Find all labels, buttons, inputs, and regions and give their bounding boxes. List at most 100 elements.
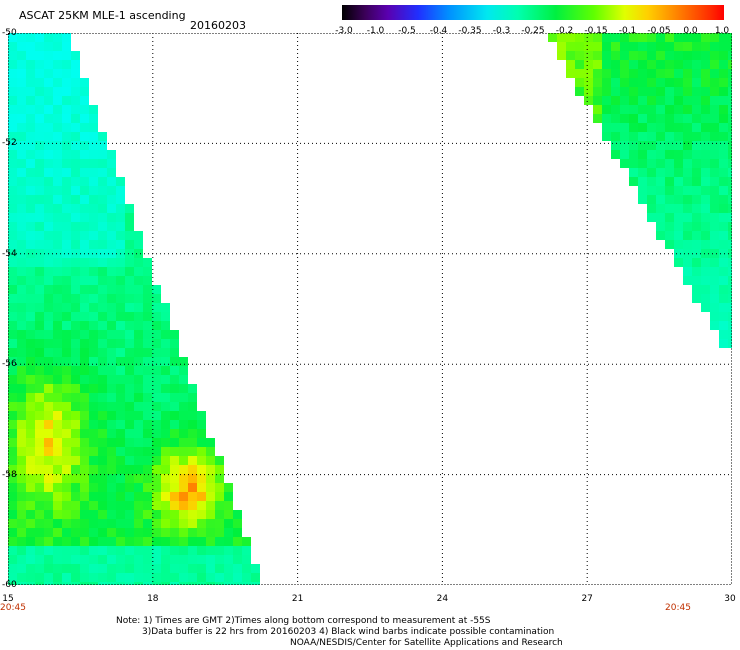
- data-cell: [98, 465, 107, 474]
- data-cell: [134, 231, 143, 240]
- data-cell: [98, 177, 107, 186]
- data-cell: [701, 96, 710, 105]
- data-cell: [116, 276, 125, 285]
- data-cell: [665, 78, 674, 87]
- data-cell: [575, 33, 584, 42]
- data-cell: [116, 483, 125, 492]
- data-cell: [17, 384, 26, 393]
- data-cell: [35, 177, 44, 186]
- data-cell: [638, 132, 647, 141]
- data-cell: [8, 456, 17, 465]
- data-cell: [683, 231, 692, 240]
- colorbar-tick-label: -0.4: [429, 26, 448, 36]
- data-cell: [44, 420, 53, 429]
- data-cell: [80, 366, 89, 375]
- data-cell: [35, 150, 44, 159]
- data-cell: [98, 339, 107, 348]
- data-cell: [629, 60, 638, 69]
- data-cell: [197, 420, 206, 429]
- data-cell: [143, 294, 152, 303]
- data-cell: [152, 348, 161, 357]
- data-cell: [35, 186, 44, 195]
- data-cell: [674, 96, 683, 105]
- data-cell: [53, 411, 62, 420]
- data-cell: [62, 411, 71, 420]
- data-cell: [8, 33, 17, 42]
- data-cell: [53, 528, 62, 537]
- data-cell: [116, 438, 125, 447]
- data-cell: [728, 87, 732, 96]
- data-cell: [107, 321, 116, 330]
- data-cell: [125, 411, 134, 420]
- data-cell: [53, 60, 62, 69]
- data-cell: [647, 96, 656, 105]
- data-cell: [98, 159, 107, 168]
- data-cell: [62, 186, 71, 195]
- data-cell: [620, 87, 629, 96]
- data-cell: [728, 141, 732, 150]
- data-cell: [107, 483, 116, 492]
- data-cell: [125, 519, 134, 528]
- data-cell: [566, 51, 575, 60]
- data-cell: [89, 267, 98, 276]
- data-cell: [35, 510, 44, 519]
- data-cell: [80, 276, 89, 285]
- data-cell: [44, 546, 53, 555]
- data-cell: [143, 375, 152, 384]
- data-cell: [8, 132, 17, 141]
- data-cell: [134, 393, 143, 402]
- data-cell: [107, 204, 116, 213]
- data-cell: [143, 501, 152, 510]
- data-cell: [179, 573, 188, 582]
- data-cell: [89, 321, 98, 330]
- data-cell: [710, 123, 719, 132]
- data-cell: [35, 141, 44, 150]
- data-cell: [53, 312, 62, 321]
- data-cell: [719, 321, 728, 330]
- data-cell: [62, 231, 71, 240]
- data-cell: [98, 132, 107, 141]
- data-cell: [647, 105, 656, 114]
- data-cell: [710, 51, 719, 60]
- colorbar-tick-label: -1.0: [366, 26, 385, 36]
- data-cell: [8, 150, 17, 159]
- data-cell: [26, 357, 35, 366]
- data-cell: [44, 285, 53, 294]
- data-cell: [566, 42, 575, 51]
- data-cell: [152, 582, 161, 585]
- data-cell: [35, 393, 44, 402]
- data-cell: [134, 321, 143, 330]
- data-cell: [647, 69, 656, 78]
- data-cell: [719, 213, 728, 222]
- data-cell: [647, 87, 656, 96]
- data-cell: [134, 339, 143, 348]
- data-cell: [89, 168, 98, 177]
- data-cell: [53, 267, 62, 276]
- data-cell: [134, 474, 143, 483]
- data-cell: [638, 105, 647, 114]
- data-cell: [710, 240, 719, 249]
- data-cell: [701, 258, 710, 267]
- data-cell: [62, 69, 71, 78]
- data-cell: [35, 213, 44, 222]
- data-cell: [134, 258, 143, 267]
- data-cell: [665, 186, 674, 195]
- data-cell: [80, 456, 89, 465]
- data-cell: [728, 33, 732, 42]
- latitude-label: -56: [2, 359, 17, 370]
- data-cell: [728, 105, 732, 114]
- data-cell: [134, 357, 143, 366]
- chart-title: ASCAT 25KM MLE-1 ascending: [19, 9, 186, 22]
- data-cell: [152, 438, 161, 447]
- data-cell: [44, 294, 53, 303]
- data-cell: [134, 492, 143, 501]
- data-cell: [116, 519, 125, 528]
- data-cell: [35, 330, 44, 339]
- data-cell: [53, 348, 62, 357]
- latitude-label: -58: [2, 469, 17, 480]
- data-cell: [188, 501, 197, 510]
- data-cell: [692, 60, 701, 69]
- latitude-label: -54: [2, 248, 17, 259]
- data-cell: [71, 195, 80, 204]
- data-cell: [26, 546, 35, 555]
